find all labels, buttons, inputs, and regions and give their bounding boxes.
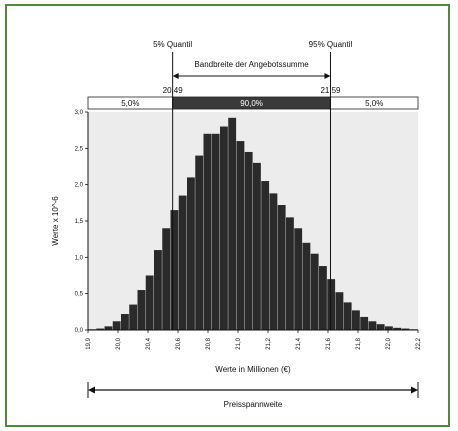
histogram-bar: [368, 321, 377, 330]
histogram-bar: [286, 217, 294, 330]
histogram-bar: [228, 117, 237, 331]
histogram-bar: [327, 279, 336, 330]
histogram-bar: [269, 193, 278, 330]
x-tick-label: 21,0: [236, 337, 242, 349]
histogram-bar: [343, 302, 352, 330]
range-arrow-head-left: [88, 386, 95, 394]
histogram-bar: [253, 162, 261, 330]
quantile-low-label: 5% Quantil: [153, 40, 192, 49]
x-tick-label: 21,8: [356, 337, 362, 349]
band-width-label: Bandbreite der Angebotssumme: [194, 60, 309, 69]
y-axis: 0,0 0,5 1,0 1,5 2,0 2,5 3,0: [75, 110, 89, 334]
y-tick-label: 2,0: [75, 183, 84, 189]
histogram-bar: [261, 181, 270, 330]
histogram-bar: [352, 310, 360, 330]
y-tick-label: 0,0: [75, 328, 84, 334]
y-axis-label: Werte x 10^-6: [51, 196, 60, 246]
histogram-bar: [137, 290, 146, 330]
histogram-bar: [104, 326, 113, 330]
histogram-bar: [170, 210, 179, 330]
x-tick-label: 20,8: [206, 337, 212, 349]
x-axis: 19,9 20,0 20,4 20,6 20,8 21,0 21,2 21,4 21,6 21,8…: [86, 329, 422, 398]
histogram-bar: [302, 242, 311, 330]
y-tick-label: 3,0: [75, 110, 84, 116]
histogram-bar: [187, 177, 195, 330]
histogram-bar: [244, 151, 253, 330]
histogram-bar: [145, 275, 154, 330]
x-tick-label: 21,2: [266, 337, 272, 349]
histogram-bar: [236, 141, 245, 330]
histogram-bar: [112, 321, 121, 330]
histogram-bar: [393, 327, 402, 330]
band-segment-middle-label: 90,0%: [240, 99, 263, 108]
histogram-bar: [220, 126, 228, 331]
x-tick-label: 20,6: [176, 337, 182, 349]
y-tick-label: 1,5: [75, 219, 84, 225]
y-tick-label: 1,0: [75, 255, 84, 261]
probability-band: 5,0% 90,0% 5,0%: [87, 96, 419, 110]
bars-group: [88, 117, 418, 331]
histogram-bar: [277, 205, 286, 330]
histogram-bar: [195, 155, 204, 330]
band-arrow-head-right: [324, 73, 331, 79]
x-tick-label: 20,0: [116, 337, 122, 349]
histogram-bar: [385, 326, 393, 330]
x-tick-label: 22,2: [416, 337, 422, 349]
band-segment-left-label: 5,0%: [121, 99, 139, 108]
histogram-bar: [121, 314, 129, 330]
histogram-bar: [294, 228, 303, 330]
histogram-bar: [162, 228, 171, 330]
histogram-bar: [401, 328, 410, 330]
y-tick-label: 2,5: [75, 146, 84, 152]
histogram-bar: [178, 195, 187, 330]
x-tick-label: 21,6: [326, 337, 332, 349]
histogram-bar: [335, 292, 344, 330]
histogram-bar: [129, 304, 138, 330]
band-arrow-head-left: [172, 73, 179, 79]
x-tick-label: 21,4: [296, 337, 302, 349]
histogram-bar: [376, 324, 385, 330]
quantile-high-value: 21,59: [320, 86, 341, 95]
histogram-bar: [96, 328, 105, 330]
histogram-bar: [211, 133, 220, 330]
x-axis-label: Werte in Millionen (€): [215, 365, 291, 374]
price-range-label: Preisspannweite: [224, 400, 283, 409]
quantile-low-value: 20,49: [163, 86, 184, 95]
y-tick-label: 0,5: [75, 292, 84, 298]
quantile-high-label: 95% Quantil: [309, 40, 353, 49]
range-arrow-head-right: [411, 386, 418, 394]
histogram-bar: [154, 250, 162, 330]
histogram-bar: [203, 133, 212, 330]
x-tick-label: 19,9: [86, 337, 92, 349]
band-segment-right-label: 5,0%: [365, 99, 383, 108]
histogram-bar: [360, 316, 369, 330]
histogram-bar: [319, 266, 327, 330]
histogram-bar: [310, 253, 319, 330]
x-tick-label: 20,4: [146, 337, 152, 349]
x-tick-label: 22,0: [386, 337, 392, 349]
